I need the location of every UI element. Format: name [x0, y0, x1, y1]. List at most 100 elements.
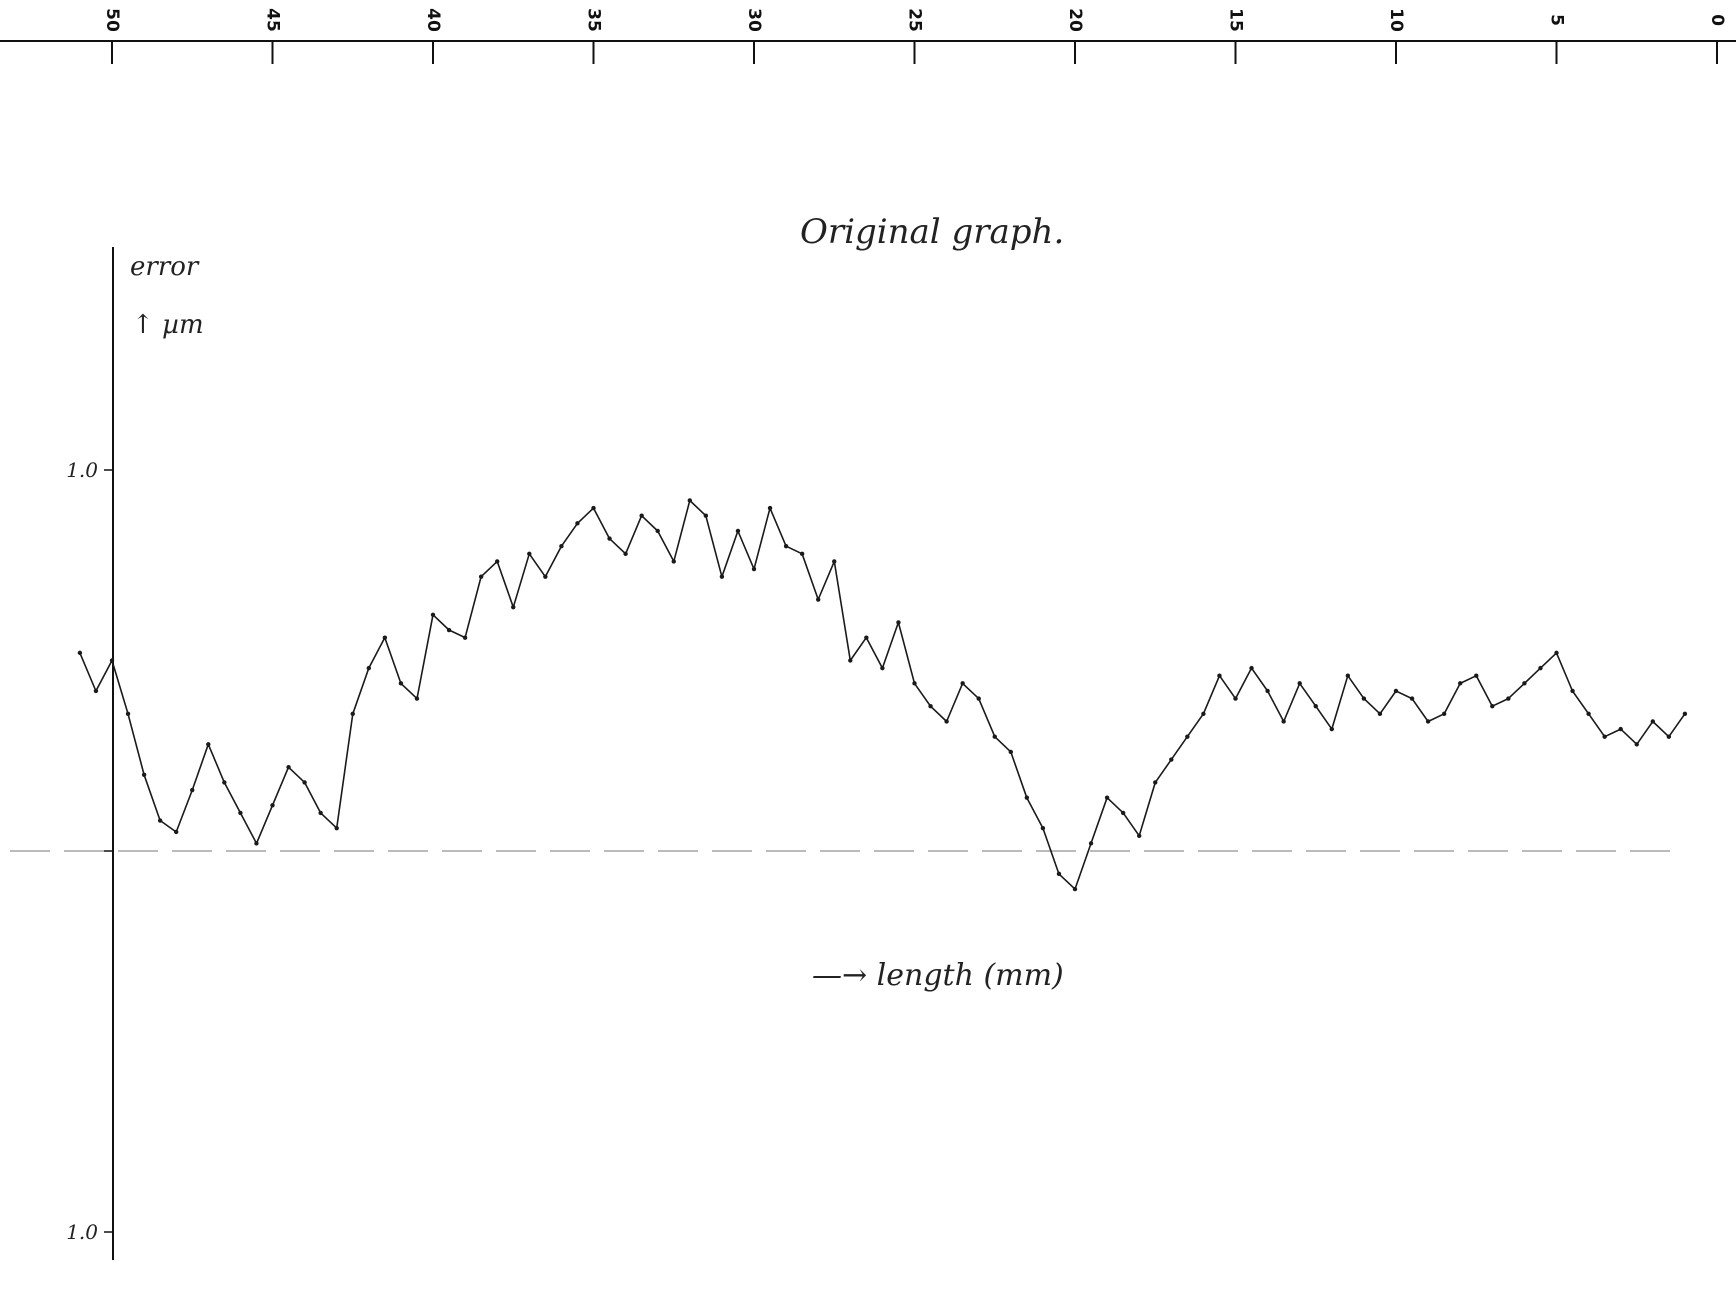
data-point — [430, 612, 436, 617]
data-point — [125, 711, 131, 717]
x-tick-label: 35 — [584, 8, 604, 32]
data-point — [1634, 742, 1639, 747]
data-point — [735, 528, 741, 534]
data-point — [1425, 719, 1431, 724]
data-point — [1650, 719, 1656, 724]
y-tick-label: 1.0 — [66, 458, 98, 482]
data-point — [1554, 650, 1559, 656]
data-point — [1297, 681, 1302, 686]
data-point — [719, 574, 725, 579]
x-tick-label: 20 — [1065, 8, 1085, 32]
data-point — [254, 841, 259, 846]
data-point — [382, 635, 388, 640]
data-point — [816, 597, 821, 602]
data-point — [623, 551, 628, 557]
data-point — [1313, 704, 1318, 709]
data-point — [366, 665, 371, 671]
data-series-line — [79, 499, 1686, 890]
data-point — [1602, 734, 1607, 739]
data-point — [1506, 696, 1511, 701]
data-point — [543, 574, 548, 579]
x-axis: 50 45 40 35 30 25 20 15 10 5 0 — [0, 8, 1736, 64]
data-point — [1570, 688, 1575, 694]
data-point — [1169, 757, 1174, 762]
data-point — [1024, 795, 1030, 800]
data-point — [190, 787, 195, 793]
data-point — [206, 742, 211, 747]
data-point — [1441, 711, 1447, 717]
data-point — [687, 498, 692, 503]
data-point — [462, 635, 468, 640]
data-point — [928, 704, 933, 709]
data-point — [944, 719, 949, 724]
data-point — [511, 604, 516, 610]
data-point — [1682, 711, 1688, 717]
data-point — [992, 734, 997, 739]
x-tick-label: 10 — [1386, 8, 1406, 32]
data-point — [350, 711, 355, 717]
data-point — [1072, 886, 1078, 892]
x-tick-label: 50 — [102, 8, 122, 32]
y-axis: 1.0 1.0 — [66, 247, 114, 1260]
data-point — [1088, 841, 1094, 846]
data-point — [1329, 726, 1335, 732]
x-tick-label: 15 — [1226, 8, 1246, 32]
data-point — [238, 810, 243, 816]
data-point — [639, 513, 644, 518]
data-point — [912, 681, 917, 686]
x-tick-label: 25 — [905, 8, 925, 32]
data-point — [1104, 795, 1110, 800]
data-point — [799, 551, 805, 557]
data-point — [1345, 673, 1351, 678]
x-tick-label: 5 — [1547, 14, 1567, 26]
x-tick-label: 40 — [423, 8, 443, 32]
data-point — [671, 559, 676, 564]
data-point — [848, 658, 853, 663]
data-point — [1056, 871, 1062, 877]
x-tick-label: 45 — [263, 8, 283, 32]
data-point — [703, 513, 709, 518]
data-point — [1409, 696, 1415, 701]
data-point — [655, 528, 660, 534]
data-point — [607, 536, 612, 541]
data-point — [270, 803, 275, 808]
data-point — [1249, 665, 1254, 671]
data-point — [1377, 711, 1383, 717]
data-point — [1538, 665, 1543, 671]
data-point — [93, 688, 99, 694]
data-point — [527, 551, 532, 557]
data-point — [334, 825, 339, 831]
data-point — [1586, 711, 1591, 717]
data-point — [157, 818, 163, 823]
x-tick-label: 0 — [1707, 14, 1727, 26]
data-point — [783, 544, 789, 549]
x-tick-label: 30 — [744, 8, 764, 32]
data-point — [1281, 719, 1286, 724]
data-point — [591, 505, 596, 511]
data-point — [1265, 688, 1270, 694]
data-point — [767, 505, 773, 511]
data-point — [832, 559, 837, 564]
data-point — [109, 658, 115, 663]
data-point — [1153, 780, 1158, 785]
data-point — [896, 620, 901, 625]
y-axis-label: error — [130, 252, 200, 282]
data-point — [141, 772, 147, 777]
series-group — [77, 498, 1688, 892]
data-point — [495, 559, 500, 564]
data-point — [575, 521, 580, 526]
data-point — [1120, 810, 1126, 816]
data-point — [1008, 749, 1013, 755]
data-point — [751, 566, 757, 572]
data-point — [1040, 825, 1046, 831]
chart-title: Original graph. — [800, 212, 1064, 252]
data-point — [1490, 704, 1495, 709]
data-point — [1618, 726, 1623, 732]
data-point — [446, 627, 452, 633]
data-point — [398, 681, 404, 686]
data-point — [1458, 681, 1463, 686]
data-point — [864, 635, 869, 640]
data-point — [222, 780, 227, 785]
data-point — [1233, 696, 1238, 701]
